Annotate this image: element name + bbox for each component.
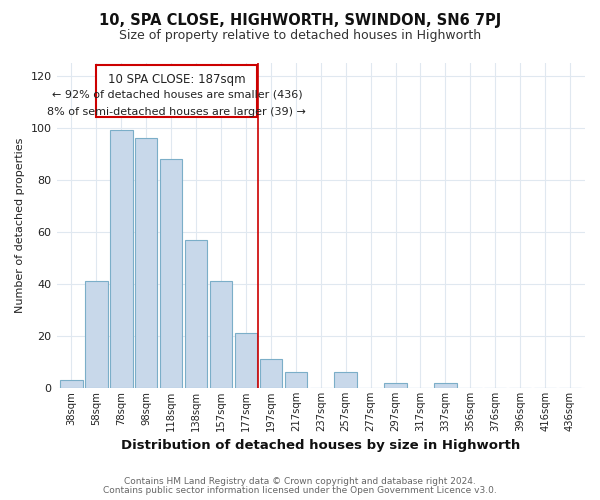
Text: Size of property relative to detached houses in Highworth: Size of property relative to detached ho…	[119, 29, 481, 42]
Bar	[334, 372, 357, 388]
Bar	[210, 281, 232, 388]
Text: Contains public sector information licensed under the Open Government Licence v3: Contains public sector information licen…	[103, 486, 497, 495]
X-axis label: Distribution of detached houses by size in Highworth: Distribution of detached houses by size …	[121, 440, 520, 452]
Text: 10, SPA CLOSE, HIGHWORTH, SWINDON, SN6 7PJ: 10, SPA CLOSE, HIGHWORTH, SWINDON, SN6 7…	[99, 12, 501, 28]
Bar	[185, 240, 208, 388]
Bar	[135, 138, 157, 388]
Text: 10 SPA CLOSE: 187sqm: 10 SPA CLOSE: 187sqm	[108, 73, 245, 86]
Text: 8% of semi-detached houses are larger (39) →: 8% of semi-detached houses are larger (3…	[47, 107, 306, 117]
Bar	[260, 360, 282, 388]
Text: Contains HM Land Registry data © Crown copyright and database right 2024.: Contains HM Land Registry data © Crown c…	[124, 477, 476, 486]
Bar	[160, 159, 182, 388]
Bar	[85, 281, 107, 388]
Bar	[385, 383, 407, 388]
Bar	[110, 130, 133, 388]
Y-axis label: Number of detached properties: Number of detached properties	[15, 138, 25, 313]
Bar	[60, 380, 83, 388]
Text: ← 92% of detached houses are smaller (436): ← 92% of detached houses are smaller (43…	[52, 90, 302, 100]
Bar	[284, 372, 307, 388]
Bar	[434, 383, 457, 388]
Bar	[235, 334, 257, 388]
FancyBboxPatch shape	[97, 65, 257, 117]
